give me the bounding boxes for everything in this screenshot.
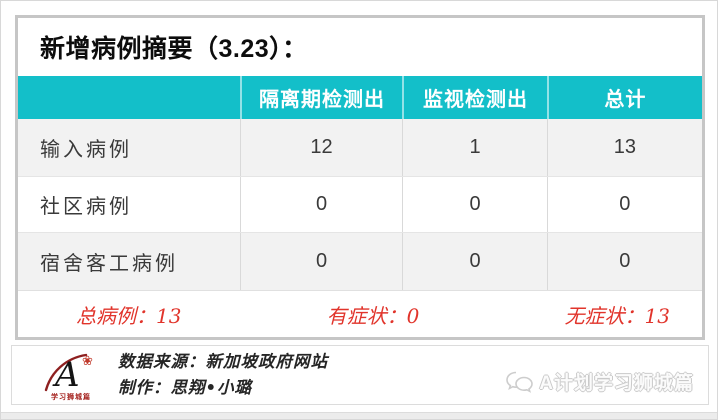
wechat-icon [506, 371, 534, 393]
page-title: 新增病例摘要（3.23）： [40, 35, 308, 63]
stat-value: 13 [644, 303, 670, 328]
header-cell-total: 总计 [546, 76, 702, 119]
cell-value: 0 [239, 177, 403, 232]
header-cell-surveillance: 监视检测出 [402, 76, 546, 119]
bottom-edge-strip [1, 412, 717, 419]
stat-asymptomatic: 无症状：13 [565, 300, 670, 329]
row-label: 输入病例 [40, 139, 132, 161]
cell-value: 1 [402, 119, 546, 176]
table-row-community: 社区病例 0 0 0 [18, 176, 702, 233]
stat-value: 13 [156, 303, 182, 328]
cell-value: 13 [546, 119, 702, 176]
account-watermark: A计划学习狮城篇 [506, 368, 694, 395]
header-cell-quarantine: 隔离期检测出 [239, 76, 403, 119]
row-label: 宿舍客工病例 [40, 253, 178, 275]
row-label: 社区病例 [40, 196, 132, 218]
cell-value: 0 [546, 177, 702, 232]
channel-logo: A ❀ 学习狮城篇 [38, 350, 104, 401]
stat-value: 0 [406, 303, 420, 328]
stat-total-cases: 总病例：13 [76, 300, 181, 329]
stat-symptomatic: 有症状：0 [327, 300, 420, 329]
cases-table: 隔离期检测出 监视检测出 总计 输入病例 12 1 13 社区病例 0 0 0 … [18, 76, 702, 290]
data-source-line: 数据来源：新加坡政府网站 [118, 352, 328, 372]
table-row-imported: 输入病例 12 1 13 [18, 119, 702, 176]
stat-label: 无症状： [564, 303, 645, 328]
credits-text: 数据来源：新加坡政府网站 制作：思翔•小璐 [118, 349, 328, 400]
table-header-row: 隔离期检测出 监视检测出 总计 [18, 76, 702, 119]
table-row-dormitory: 宿舍客工病例 0 0 0 [18, 233, 702, 290]
svg-text:❀: ❀ [82, 353, 93, 368]
cell-value: 0 [239, 233, 403, 290]
logo-caption: 学习狮城篇 [51, 393, 91, 401]
cell-value: 0 [402, 233, 546, 290]
footer-credits-band: A ❀ 学习狮城篇 数据来源：新加坡政府网站 制作：思翔•小璐 A计划学习狮城篇 [11, 345, 709, 405]
cell-value: 0 [546, 233, 702, 290]
stat-label: 有症状： [326, 303, 407, 328]
new-cases-summary-card: 新增病例摘要（3.23）： 隔离期检测出 监视检测出 总计 输入病例 12 1 … [15, 15, 705, 340]
stat-label: 总病例： [76, 303, 156, 328]
summary-stats-row: 总病例：13 有症状：0 无症状：13 [18, 290, 702, 337]
svg-text:A: A [52, 355, 80, 392]
logo-a-icon: A ❀ [44, 353, 93, 395]
producer-line: 制作：思翔•小璐 [118, 378, 253, 397]
header-cell-empty [18, 76, 240, 119]
cell-value: 0 [402, 177, 546, 232]
watermark-text: A计划学习狮城篇 [539, 373, 694, 394]
cell-value: 12 [239, 119, 403, 176]
